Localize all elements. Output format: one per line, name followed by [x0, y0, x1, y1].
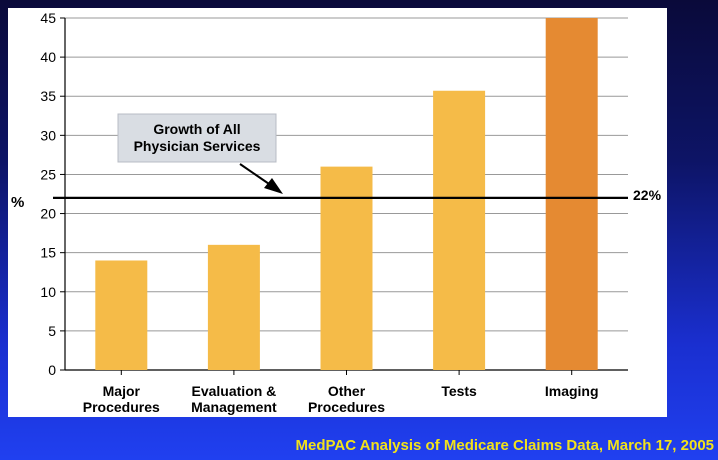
source-caption: MedPAC Analysis of Medicare Claims Data,… [295, 437, 715, 454]
x-tick-label: Management [191, 399, 277, 415]
y-tick-label: 10 [40, 284, 56, 300]
bar [545, 18, 598, 370]
y-tick-label: 35 [40, 88, 56, 104]
y-tick-label: 30 [40, 127, 56, 143]
x-tick-label: Evaluation & [192, 383, 277, 399]
x-tick-label: Procedures [83, 399, 160, 415]
y-tick-label: 40 [40, 49, 56, 65]
bar [433, 90, 486, 370]
chart-panel: 0 5 10 15 20 25 30 35 40 45% Major Procedures Evalua… [8, 8, 667, 417]
y-tick-label: 0 [48, 362, 56, 378]
y-tick-label: 25 [40, 166, 56, 182]
annotation-arrow-shaft [239, 163, 273, 187]
reference-line-label: 22% [633, 187, 662, 203]
y-tick-label: 20 [40, 206, 56, 222]
annotation-box [117, 113, 277, 163]
x-tick-label: Other [328, 383, 366, 399]
x-tick-label: Tests [441, 383, 477, 399]
bar [320, 166, 373, 370]
y-tick-label: 5 [48, 323, 56, 339]
bar [95, 260, 148, 370]
annotation-arrow-head [264, 178, 283, 194]
annotation-text: Growth of All [153, 121, 240, 137]
x-tick-label: Procedures [308, 399, 385, 415]
bar-chart: 051015202530354045%MajorProceduresEvalua… [11, 10, 662, 415]
x-tick-label: Major [103, 383, 141, 399]
bar [207, 244, 260, 370]
y-axis-label: % [11, 194, 24, 211]
y-tick-label: 45 [40, 10, 56, 26]
annotation-text: Physician Services [134, 138, 261, 154]
y-tick-label: 15 [40, 245, 56, 261]
x-tick-label: Imaging [545, 383, 599, 399]
